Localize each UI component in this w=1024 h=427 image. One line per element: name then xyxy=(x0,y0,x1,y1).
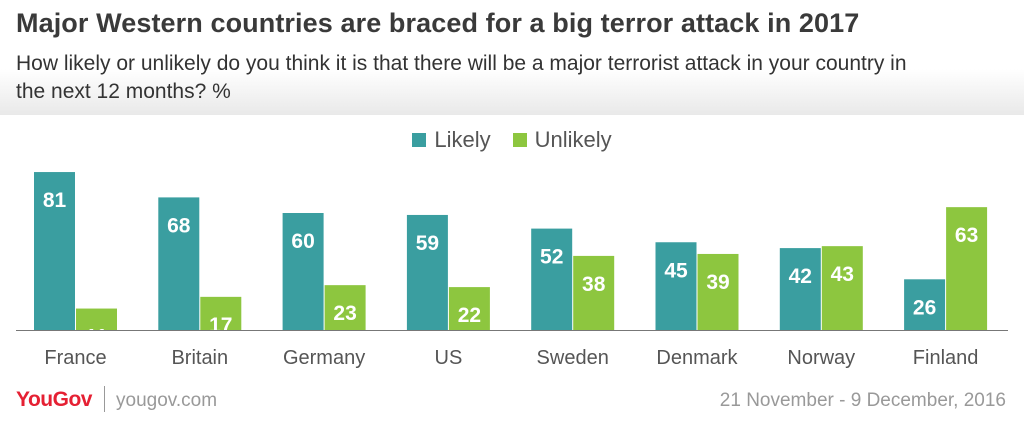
legend-swatch-likely xyxy=(412,133,427,147)
bar-value-label: 52 xyxy=(540,246,563,269)
footer-url: yougov.com xyxy=(116,390,218,411)
yougov-logo: YouGov xyxy=(16,388,92,411)
bar-likely xyxy=(282,213,324,330)
bar-unlikely xyxy=(946,207,988,330)
bar-value-label: 42 xyxy=(789,265,812,288)
chart-subtitle: How likely or unlikely do you think it i… xyxy=(16,52,907,103)
bar-value-label: 17 xyxy=(209,314,232,337)
bar-likely xyxy=(531,228,573,330)
bar-unlikely xyxy=(76,308,117,330)
legend-item-unlikely: Unlikely xyxy=(512,127,612,153)
bar-value-label: 38 xyxy=(582,273,606,296)
legend-label-likely: Likely xyxy=(434,127,491,152)
bar-unlikely xyxy=(448,287,490,330)
legend: Likely Unlikely xyxy=(0,127,1024,153)
x-tick-label: Germany xyxy=(283,347,365,369)
bar-likely xyxy=(406,214,448,330)
x-tick-label: US xyxy=(435,347,463,369)
bar-unlikely xyxy=(697,253,739,330)
x-tick-label: Denmark xyxy=(656,347,738,369)
x-tick-label: Norway xyxy=(787,347,855,369)
bar-likely xyxy=(779,248,821,330)
bar-likely xyxy=(904,279,946,330)
bar-value-label: 59 xyxy=(416,232,439,255)
legend-label-unlikely: Unlikely xyxy=(534,127,612,152)
legend-item-likely: Likely xyxy=(412,127,491,153)
x-tick-label: France xyxy=(44,347,106,369)
legend-swatch-unlikely xyxy=(512,133,527,147)
x-tick-label: Britain xyxy=(171,347,228,369)
bar-value-label: 23 xyxy=(333,302,356,325)
bar-unlikely xyxy=(573,255,615,330)
bar-likely xyxy=(158,197,200,330)
bar-value-label: 43 xyxy=(831,263,854,286)
bar-value-label: 81 xyxy=(43,189,67,212)
header-band: Major Western countries are braced for a… xyxy=(0,0,1024,115)
footer-divider xyxy=(104,386,105,412)
bar-value-label: 63 xyxy=(955,224,978,247)
x-tick-label: Sweden xyxy=(537,347,609,369)
bar-value-label: 60 xyxy=(291,230,314,253)
bar-likely xyxy=(655,242,697,330)
bar-likely xyxy=(34,172,75,330)
x-tick-label: Finland xyxy=(913,347,979,369)
bar-unlikely xyxy=(200,296,242,330)
bar-value-label: 26 xyxy=(913,296,936,319)
bar-unlikely xyxy=(324,285,366,330)
bar-value-label: 39 xyxy=(706,271,729,294)
bar-value-label: 11 xyxy=(85,326,108,349)
bar-value-label: 68 xyxy=(167,214,191,237)
bar-unlikely xyxy=(821,246,863,330)
fieldwork-dates: 21 November - 9 December, 2016 xyxy=(719,390,1006,411)
chart-title: Major Western countries are braced for a… xyxy=(16,8,860,38)
bar-value-label: 45 xyxy=(664,259,688,282)
bar-value-label: 22 xyxy=(458,304,481,327)
